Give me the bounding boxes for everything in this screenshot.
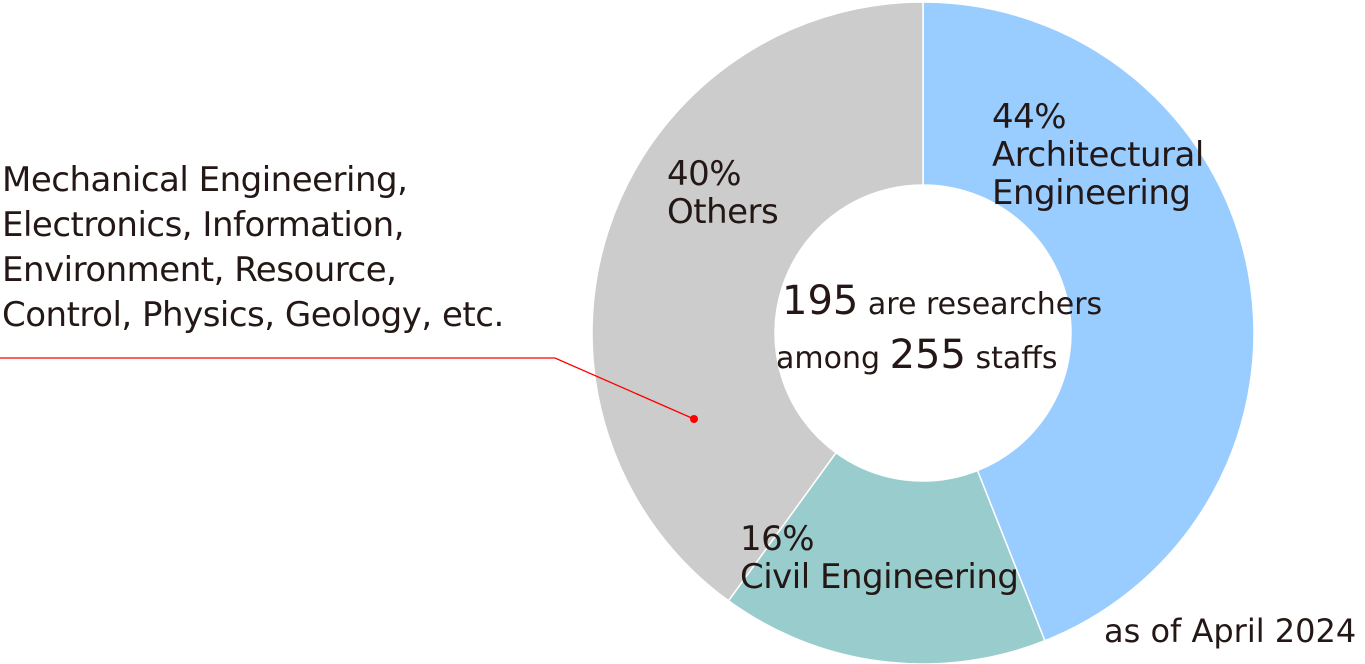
researcher-count: 195: [782, 278, 859, 324]
description-line: Environment, Resource,: [2, 250, 397, 290]
slice-civil-engineering: [727, 451, 1046, 664]
slice-percent: 44%: [992, 97, 1067, 137]
description-line: Electronics, Information,: [2, 205, 405, 245]
slice-label-others: 40% Others: [667, 154, 779, 232]
slice-name: Civil Engineering: [740, 557, 1019, 597]
others-description: Mechanical Engineering, Electronics, Inf…: [2, 158, 504, 338]
date-note: as of April 2024: [1104, 612, 1357, 650]
slice-name: Architectural: [992, 135, 1204, 175]
slice-others: [591, 1, 924, 602]
slice-name: Others: [667, 192, 779, 232]
center-text: among: [776, 341, 881, 376]
slice-label-architectural: 44% Architectural Engineering: [992, 98, 1204, 212]
slice-name: Engineering: [992, 173, 1191, 213]
slice-label-civil: 16% Civil Engineering: [740, 520, 1019, 596]
callout-dot: [690, 415, 698, 423]
description-line: Mechanical Engineering,: [2, 160, 408, 200]
callout-line: [0, 357, 695, 420]
center-summary: 195 are researchers among 255 staffs: [776, 276, 1106, 384]
description-line: Control, Physics, Geology, etc.: [2, 295, 504, 335]
slice-architectural-engineering: [922, 1, 1255, 642]
staff-count: 255: [889, 332, 966, 378]
slice-percent: 40%: [667, 154, 742, 194]
center-text: are researchers: [867, 287, 1103, 322]
slice-percent: 16%: [740, 519, 815, 559]
center-text: staffs: [975, 341, 1058, 376]
